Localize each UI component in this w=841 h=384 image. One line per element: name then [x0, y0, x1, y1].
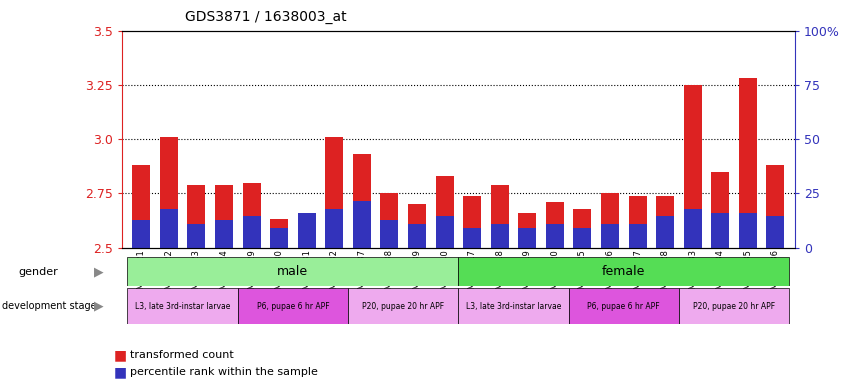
Bar: [348, 288, 458, 324]
Bar: [188, 185, 205, 248]
Bar: [766, 217, 785, 248]
Bar: [546, 202, 563, 248]
Bar: [353, 201, 371, 248]
Bar: [132, 165, 151, 248]
Bar: [711, 212, 729, 248]
Bar: [353, 154, 371, 248]
Bar: [463, 195, 481, 248]
Bar: [684, 209, 701, 248]
Text: GDS3871 / 1638003_at: GDS3871 / 1638003_at: [185, 10, 346, 23]
Text: P20, pupae 20 hr APF: P20, pupae 20 hr APF: [693, 302, 775, 311]
Bar: [380, 194, 399, 248]
Bar: [739, 212, 757, 248]
Text: ▶: ▶: [94, 300, 104, 313]
Bar: [463, 228, 481, 248]
Bar: [128, 288, 238, 324]
Bar: [679, 288, 789, 324]
Bar: [238, 288, 348, 324]
Bar: [518, 213, 537, 248]
Bar: [766, 165, 785, 248]
Text: ▶: ▶: [94, 265, 104, 278]
Bar: [656, 217, 674, 248]
Bar: [628, 195, 647, 248]
Bar: [270, 228, 288, 248]
Bar: [408, 224, 426, 248]
Bar: [458, 288, 569, 324]
Bar: [132, 220, 151, 248]
Text: P6, pupae 6 hr APF: P6, pupae 6 hr APF: [257, 302, 329, 311]
Bar: [458, 257, 789, 286]
Text: P6, pupae 6 hr APF: P6, pupae 6 hr APF: [588, 302, 660, 311]
Bar: [491, 185, 509, 248]
Bar: [160, 137, 177, 248]
Bar: [436, 176, 453, 248]
Bar: [325, 137, 343, 248]
Bar: [325, 209, 343, 248]
Bar: [711, 172, 729, 248]
Bar: [546, 224, 563, 248]
Bar: [601, 224, 619, 248]
Bar: [160, 209, 177, 248]
Text: male: male: [278, 265, 309, 278]
Text: percentile rank within the sample: percentile rank within the sample: [130, 367, 318, 377]
Bar: [215, 220, 233, 248]
Bar: [518, 228, 537, 248]
Bar: [436, 217, 453, 248]
Bar: [628, 224, 647, 248]
Text: development stage: development stage: [2, 301, 97, 311]
Text: P20, pupae 20 hr APF: P20, pupae 20 hr APF: [362, 302, 444, 311]
Bar: [380, 220, 399, 248]
Bar: [569, 288, 679, 324]
Text: ■: ■: [114, 366, 127, 379]
Bar: [574, 209, 591, 248]
Bar: [739, 78, 757, 248]
Bar: [684, 85, 701, 248]
Text: L3, late 3rd-instar larvae: L3, late 3rd-instar larvae: [135, 302, 230, 311]
Bar: [491, 224, 509, 248]
Bar: [408, 204, 426, 248]
Text: transformed count: transformed count: [130, 350, 234, 360]
Bar: [574, 228, 591, 248]
Bar: [298, 212, 315, 248]
Bar: [215, 185, 233, 248]
Bar: [242, 217, 261, 248]
Bar: [188, 224, 205, 248]
Text: L3, late 3rd-instar larvae: L3, late 3rd-instar larvae: [466, 302, 561, 311]
Bar: [656, 195, 674, 248]
Text: gender: gender: [19, 267, 58, 277]
Bar: [298, 237, 315, 248]
Text: ■: ■: [114, 348, 127, 362]
Bar: [128, 257, 458, 286]
Bar: [242, 183, 261, 248]
Bar: [270, 220, 288, 248]
Text: female: female: [602, 265, 646, 278]
Bar: [601, 194, 619, 248]
